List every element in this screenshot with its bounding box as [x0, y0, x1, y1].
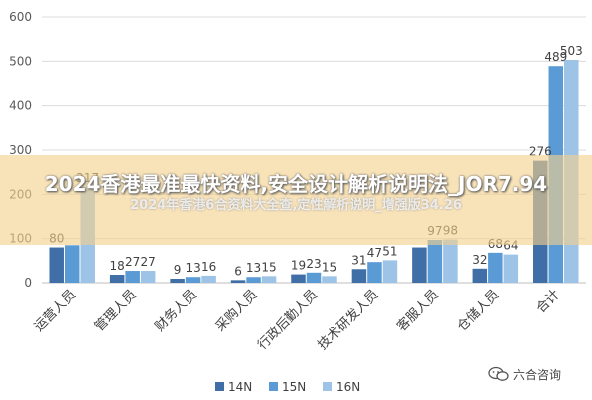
bar-value-label: 19 [291, 259, 306, 273]
bar-value-label: 6 [234, 264, 242, 278]
bar [185, 277, 201, 283]
legend-swatch [269, 382, 278, 391]
bar [427, 239, 443, 283]
legend-label: 15N [282, 380, 306, 394]
wechat-icon [488, 366, 509, 381]
bar [261, 276, 277, 283]
bar-value-label: 27 [125, 255, 140, 269]
bar [109, 275, 125, 283]
watermark-text: 六合咨询 [513, 367, 562, 382]
bar-value-label: 16 [201, 260, 216, 274]
x-tick-label: 客服人员 [394, 287, 442, 335]
bar [291, 274, 306, 283]
legend-label: 14N [228, 380, 252, 394]
legend-swatch [323, 382, 332, 391]
y-axis-ticks: 0100200300400500600 [9, 10, 32, 290]
x-tick-label: 合计 [534, 287, 563, 316]
bar-value-label: 13 [246, 261, 261, 275]
bar-value-label: 51 [382, 244, 397, 258]
bar-value-label: 18 [110, 259, 125, 273]
legend: 14N 15N 16N [215, 380, 360, 394]
watermark: 六合咨询 [488, 364, 561, 384]
x-tick-label: 行政后勤人员 [255, 287, 321, 353]
bar [488, 252, 503, 283]
bar [125, 271, 140, 283]
bar-value-label: 47 [367, 246, 382, 260]
bar-value-label: 31 [351, 253, 366, 267]
bar [246, 277, 261, 283]
bar-value-label: 503 [560, 44, 583, 58]
x-tick-label: 采购人员 [212, 287, 260, 335]
bar [64, 245, 80, 283]
x-tick-label: 技术研发人员 [315, 287, 381, 353]
y-tick-label: 0 [24, 276, 32, 290]
bar [443, 239, 458, 283]
bar-value-label: 23 [306, 257, 321, 271]
legend-swatch [215, 382, 224, 391]
bar [322, 276, 337, 283]
bar [503, 254, 519, 283]
y-tick-label: 300 [9, 143, 32, 157]
bar-value-label: 15 [261, 260, 276, 274]
overlay-banner [0, 155, 592, 245]
bar [306, 272, 322, 283]
bar-value-label: 15 [322, 260, 337, 274]
bar [472, 268, 488, 283]
x-tick-label: 运营人员 [32, 287, 79, 334]
x-tick-label: 管理人员 [92, 287, 139, 334]
y-tick-label: 400 [9, 99, 32, 113]
bar-value-label: 9 [174, 263, 182, 277]
bar-value-label: 27 [141, 255, 156, 269]
bar-value-label: 13 [185, 261, 200, 275]
bar [49, 247, 64, 283]
bar [412, 247, 427, 283]
overlay-subtitle: 2024年香港6合资料大全查,定性解析说明_增强版34.26 [130, 198, 462, 213]
bar-value-label: 32 [472, 253, 487, 267]
bar [170, 279, 185, 283]
bar [351, 269, 367, 283]
overlay-title: 2024香港最准最快资料,安全设计解析说明法_JOR7.94 [44, 172, 548, 196]
legend-label: 16N [336, 380, 360, 394]
bar-value-label: 489 [544, 50, 567, 64]
x-tick-label: 仓储人员 [455, 287, 502, 334]
bar [140, 271, 156, 283]
bar [367, 262, 382, 283]
y-tick-label: 500 [9, 54, 32, 68]
bar [382, 260, 398, 283]
y-tick-label: 600 [9, 10, 32, 24]
bar [230, 280, 246, 283]
x-tick-label: 财务人员 [152, 287, 200, 335]
bar [201, 275, 216, 283]
